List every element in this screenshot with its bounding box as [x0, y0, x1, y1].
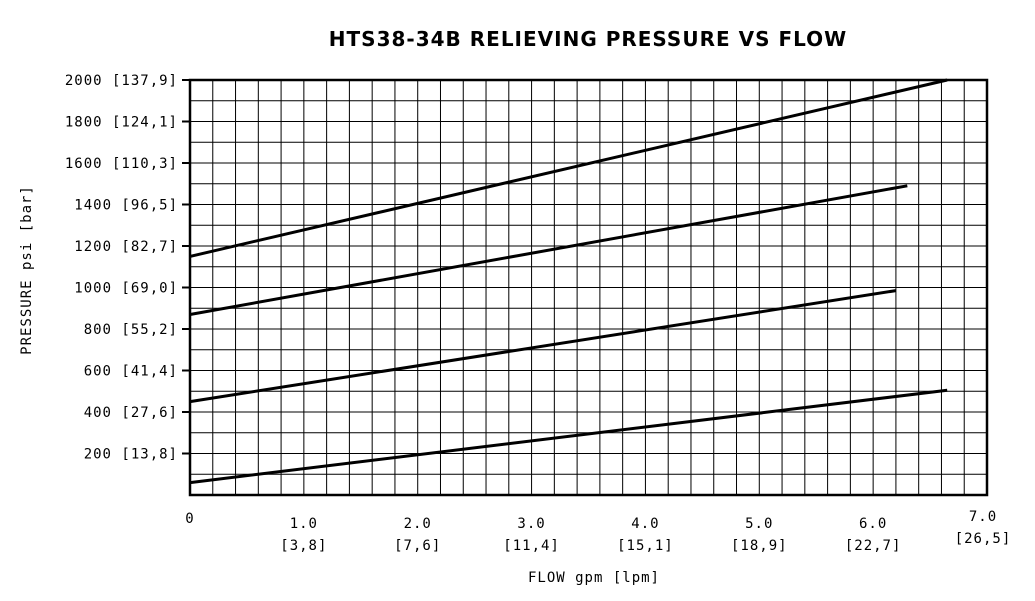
grid — [190, 80, 987, 495]
y-tick-labels: 200 [13,8] 400 [27,6] 600 [41,4] 800 [55,2]… — [65, 73, 190, 463]
y-tick-label: 400 [27,6] — [84, 405, 178, 421]
y-tick-label: 600 [41,4] — [84, 364, 178, 380]
y-tick-label: 1400 [96,5] — [74, 198, 178, 214]
series-line — [189, 78, 948, 258]
x-tick-sublabel: [3,8] — [280, 538, 327, 554]
series-line — [189, 388, 948, 485]
x-tick-label: 7.0 — [969, 509, 997, 525]
y-tick-label: 1800 [124,1] — [65, 115, 178, 131]
y-tick-label: 200 [13,8] — [84, 447, 178, 463]
x-tick-sublabel: [18,9] — [731, 538, 788, 554]
x-tick-label: 6.0 — [859, 516, 887, 532]
series-line — [189, 289, 897, 404]
x-tick-label: 4.0 — [631, 516, 659, 532]
chart-title: HTS38-34B RELIEVING PRESSURE VS FLOW — [329, 27, 847, 51]
x-tick-sublabel: [11,4] — [503, 538, 560, 554]
x-tick-sublabel: [22,7] — [845, 538, 902, 554]
x-tick-label: 2.0 — [404, 516, 432, 532]
series-line — [189, 184, 908, 316]
x-tick-sublabel: [7,6] — [394, 538, 441, 554]
x-tick-labels: 0 1.0 [3,8] 2.0 [7,6] 3.0 [11,4] 4.0 [15,1] 5.0 [1… — [185, 509, 1012, 554]
y-tick-label: 800 [55,2] — [84, 322, 178, 338]
y-tick-label: 1000 [69,0] — [74, 281, 178, 297]
series-layer — [189, 78, 948, 485]
x-tick-label: 1.0 — [290, 516, 318, 532]
y-tick-label: 1200 [82,7] — [74, 239, 178, 255]
y-axis-label: PRESSURE psi [bar] — [19, 185, 35, 355]
x-tick-label: 5.0 — [745, 516, 773, 532]
y-tick-label: 1600 [110,3] — [65, 156, 178, 172]
x-tick-sublabel: [15,1] — [617, 538, 674, 554]
x-tick-sublabel: [26,5] — [955, 531, 1012, 547]
x-axis-label: FLOW gpm [lpm] — [528, 570, 660, 586]
y-tick-label: 2000 [137,9] — [65, 73, 178, 89]
x-tick-label: 3.0 — [517, 516, 545, 532]
x-tick-label: 0 — [185, 511, 194, 527]
